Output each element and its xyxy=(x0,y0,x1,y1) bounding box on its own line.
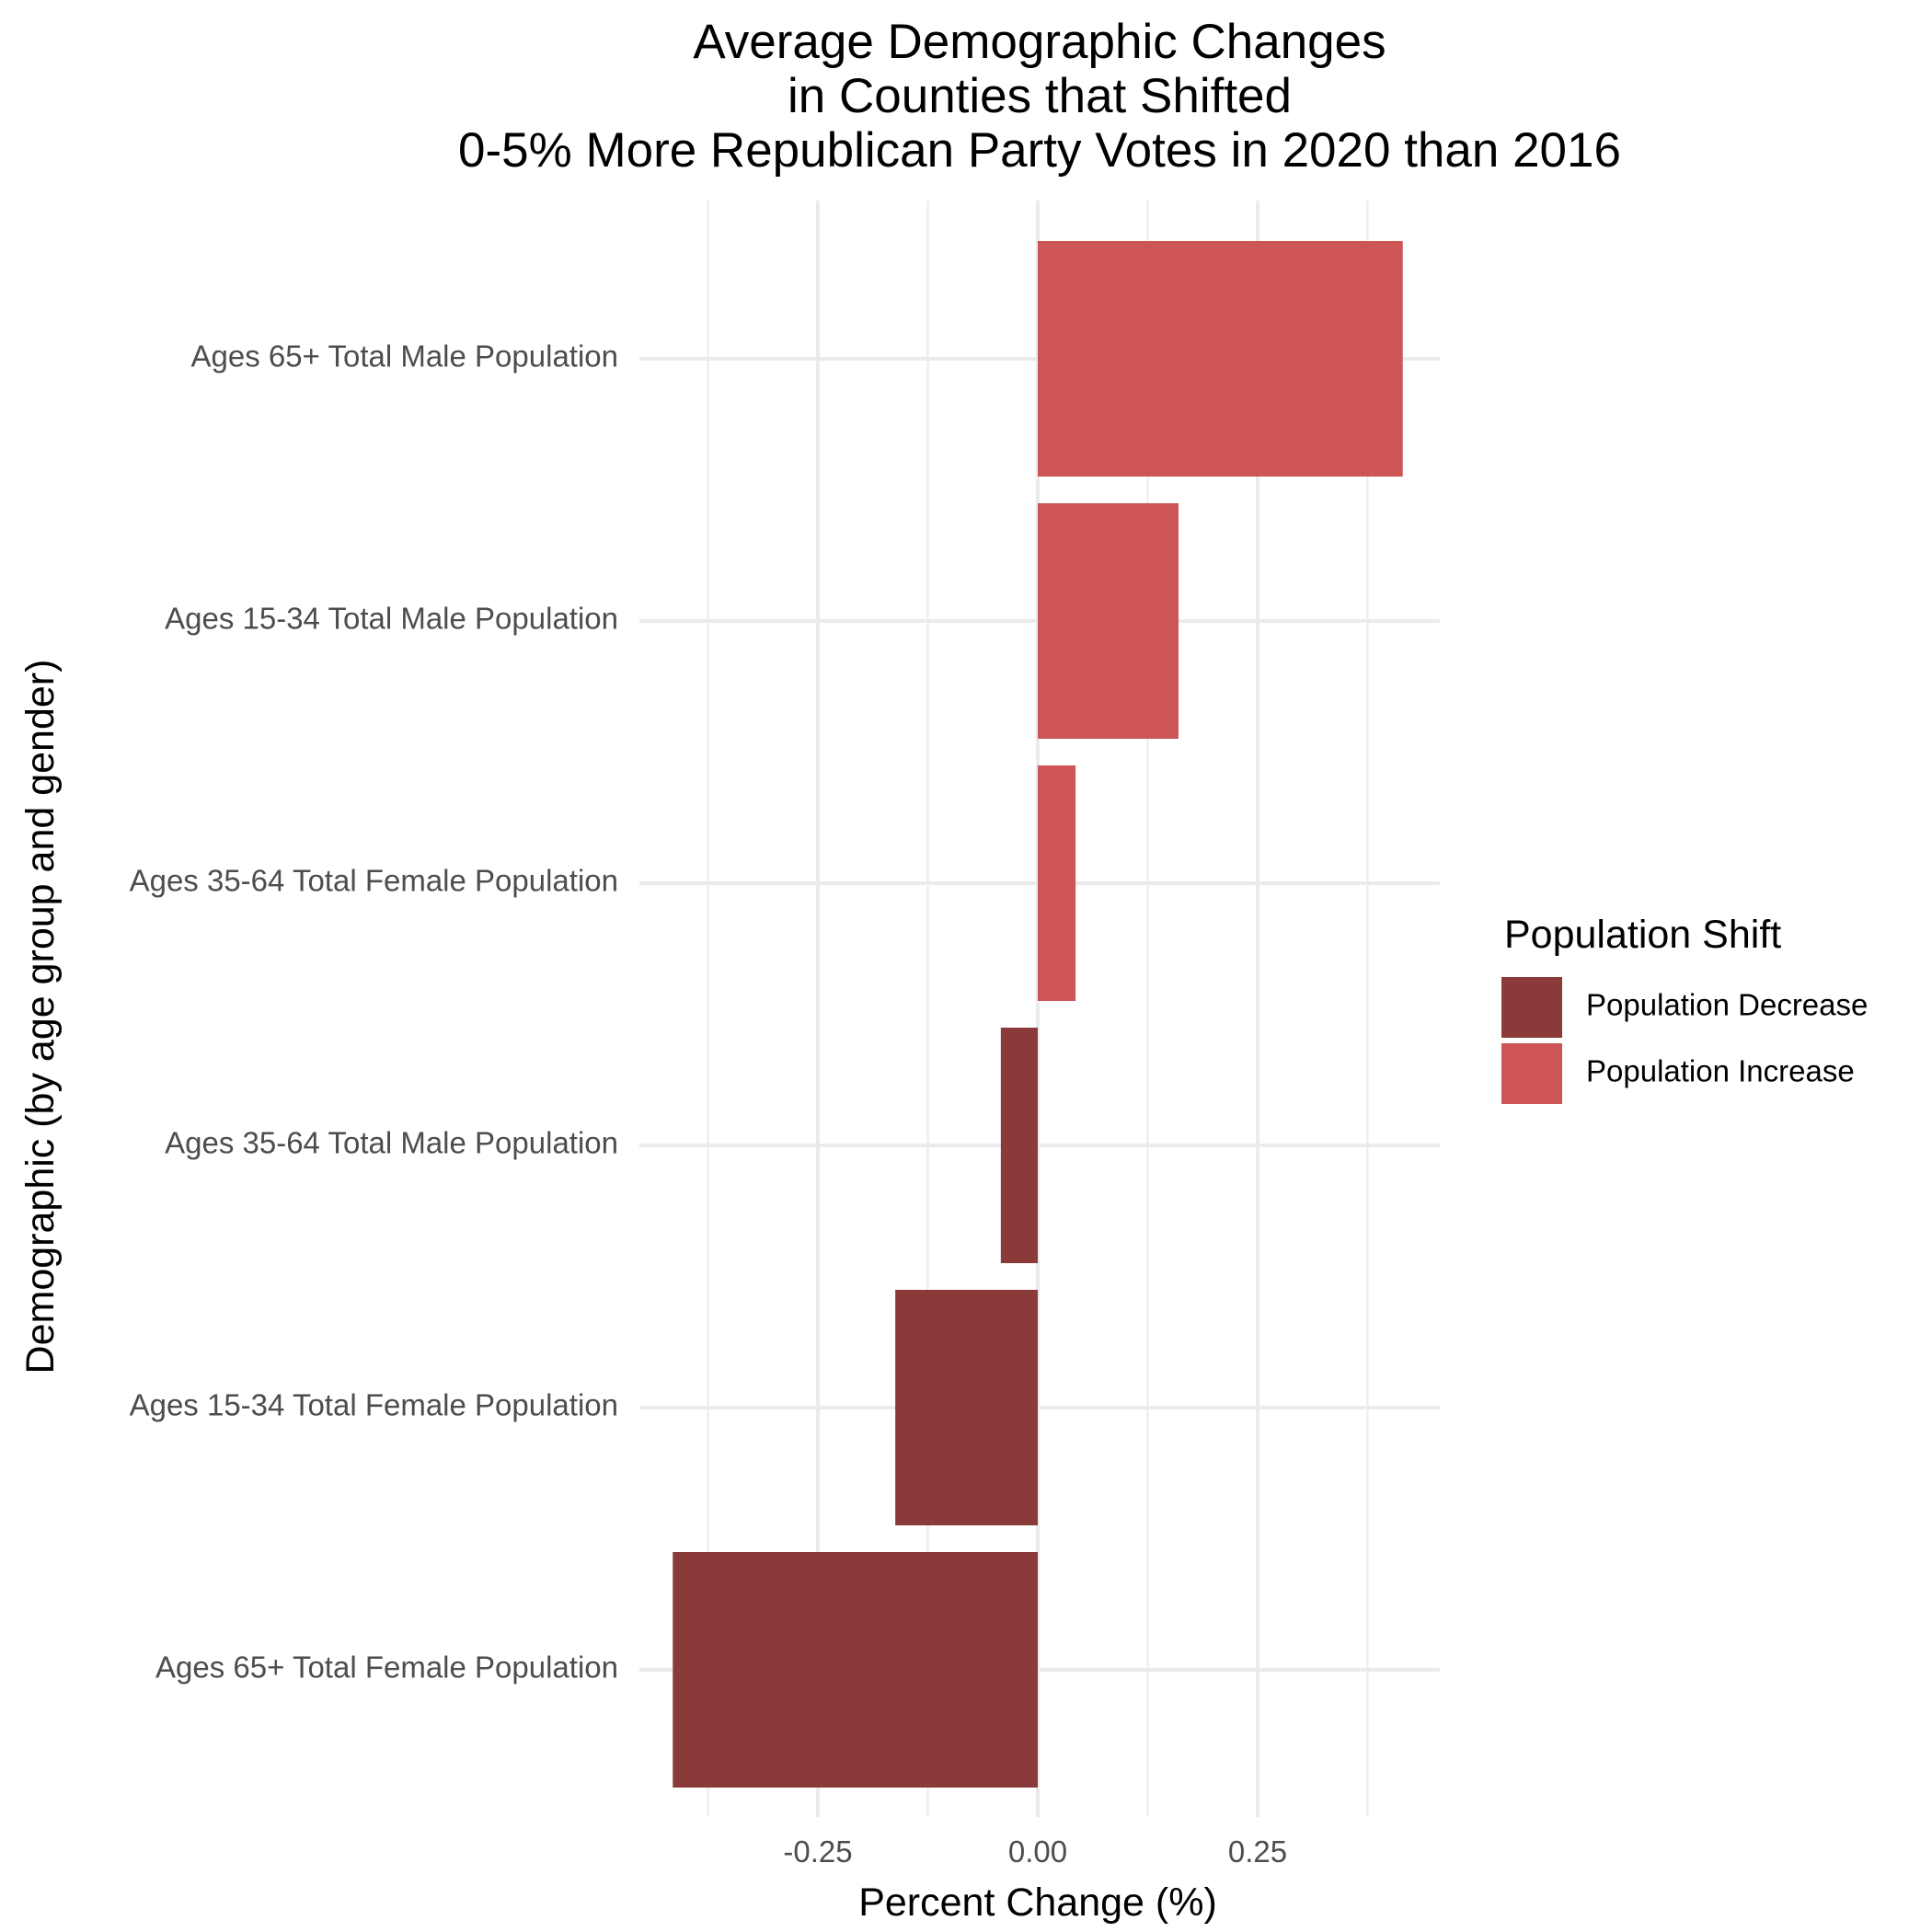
x-tick-label: 0.25 xyxy=(1228,1834,1287,1869)
chart-title-line-3: 0-5% More Republican Party Votes in 2020… xyxy=(458,123,1621,178)
category-label: Ages 65+ Total Female Population xyxy=(155,1650,618,1685)
bar-increase xyxy=(1038,503,1179,739)
legend-swatch xyxy=(1501,977,1562,1038)
x-tick-label: 0.00 xyxy=(1008,1834,1067,1869)
x-tick-label: -0.25 xyxy=(783,1834,852,1869)
category-label: Ages 35-64 Total Female Population xyxy=(130,864,618,898)
y-axis-title: Demographic (by age group and gender) xyxy=(18,660,63,1374)
bar-increase xyxy=(1038,765,1076,1001)
legend-swatch xyxy=(1501,1043,1562,1104)
chart-title-line-2: in Counties that Shifted xyxy=(788,69,1292,123)
category-label: Ages 15-34 Total Male Population xyxy=(165,602,618,636)
x-axis-title: Percent Change (%) xyxy=(858,1880,1217,1925)
bar-decrease xyxy=(1000,1028,1038,1263)
legend-entry-label: Population Decrease xyxy=(1586,988,1868,1022)
bar-increase xyxy=(1038,241,1403,477)
bars xyxy=(673,241,1403,1788)
x-tick-labels: -0.25 0.00 0.25 xyxy=(783,1834,1287,1869)
bar-decrease xyxy=(895,1290,1038,1525)
category-labels: Ages 65+ Total Male Population Ages 15-34… xyxy=(130,339,618,1685)
legend-entry-label: Population Increase xyxy=(1586,1054,1855,1088)
legend: Population Shift Population Decrease Popu… xyxy=(1501,913,1868,1104)
category-label: Ages 35-64 Total Male Population xyxy=(165,1126,618,1160)
category-label: Ages 15-34 Total Female Population xyxy=(130,1388,618,1422)
category-label: Ages 65+ Total Male Population xyxy=(191,339,618,374)
chart-title-line-1: Average Demographic Changes xyxy=(693,15,1386,69)
legend-title: Population Shift xyxy=(1504,913,1781,957)
bar-decrease xyxy=(673,1552,1038,1788)
chart-title: Average Demographic Changes in Counties … xyxy=(458,15,1621,178)
